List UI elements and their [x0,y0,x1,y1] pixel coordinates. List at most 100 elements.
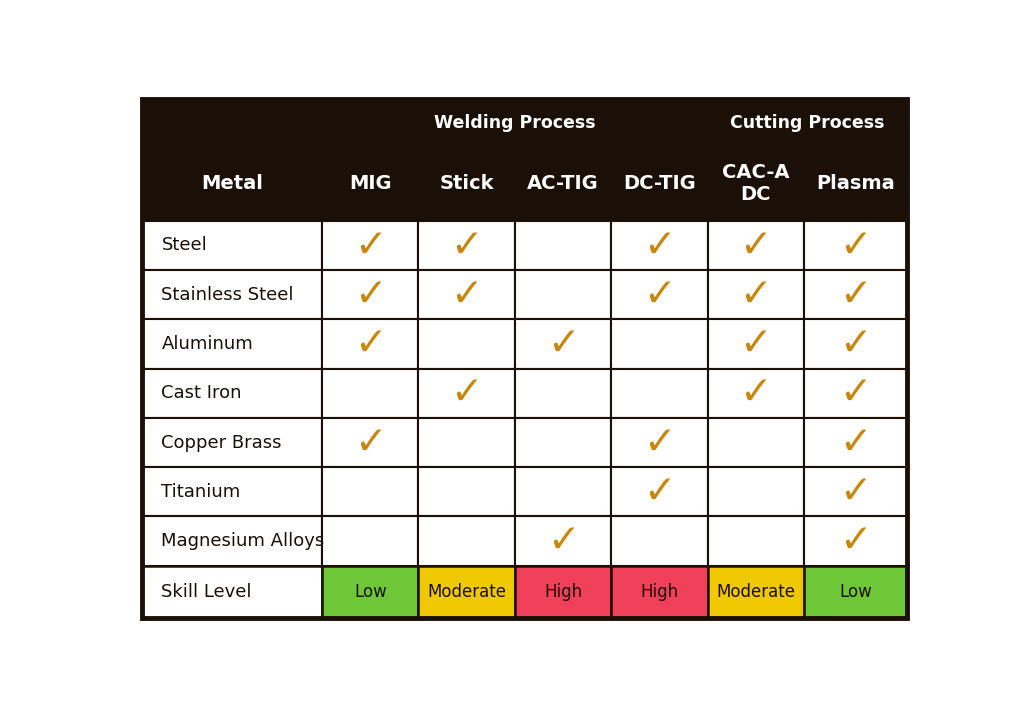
Bar [515,516,611,566]
Text: MIG: MIG [349,175,391,193]
Text: Cutting Process: Cutting Process [730,114,885,132]
Text: ✓: ✓ [354,275,387,314]
Bar [323,467,419,516]
Text: Aluminum: Aluminum [162,335,253,353]
Bar [611,270,708,320]
Bar [611,566,708,618]
Bar [142,147,323,221]
Text: Copper Brass: Copper Brass [162,434,282,452]
Bar [323,270,419,320]
Text: ✓: ✓ [840,473,872,510]
Bar [419,147,515,221]
Bar [804,320,907,368]
Text: ✓: ✓ [451,275,483,314]
Text: ✓: ✓ [451,226,483,264]
Text: CAC-A
DC: CAC-A DC [722,163,790,204]
Bar [419,516,515,566]
Text: Metal: Metal [202,175,263,193]
Bar [323,516,419,566]
Bar [419,221,515,270]
Bar [804,467,907,516]
Text: Titanium: Titanium [162,483,241,501]
Text: Low: Low [840,583,872,601]
Bar [323,418,419,467]
Bar [804,516,907,566]
Bar [804,147,907,221]
Text: ✓: ✓ [354,424,387,462]
Text: Skill Level: Skill Level [162,583,252,601]
Bar [142,270,323,320]
Bar [708,516,804,566]
Text: Steel: Steel [162,236,207,254]
Text: ✓: ✓ [643,424,676,462]
Text: ✓: ✓ [739,275,772,314]
Text: ✓: ✓ [451,374,483,413]
Text: ✓: ✓ [739,226,772,264]
Bar [323,566,419,618]
Bar [515,270,611,320]
Bar [419,270,515,320]
Bar [708,418,804,467]
Bar [142,467,323,516]
Bar [142,566,323,618]
Text: High: High [544,583,582,601]
Bar [611,368,708,418]
Bar [804,221,907,270]
Bar [419,418,515,467]
Bar [611,467,708,516]
Bar [804,566,907,618]
Text: DC-TIG: DC-TIG [623,175,696,193]
Bar [708,270,804,320]
Bar [142,221,323,270]
Bar [611,320,708,368]
Text: ✓: ✓ [739,374,772,413]
Bar [804,418,907,467]
Bar [708,368,804,418]
Bar [323,221,419,270]
Text: ✓: ✓ [547,522,580,560]
Text: Moderate: Moderate [717,583,796,601]
Bar [419,320,515,368]
Bar [142,99,323,147]
Bar [142,368,323,418]
Bar [804,368,907,418]
Text: ✓: ✓ [547,325,580,363]
Text: ✓: ✓ [354,226,387,264]
Bar [611,418,708,467]
Bar [515,418,611,467]
Bar [323,320,419,368]
Text: ✓: ✓ [840,374,872,413]
Bar [142,320,323,368]
Text: ✓: ✓ [354,325,387,363]
Text: ✓: ✓ [840,325,872,363]
Bar [515,320,611,368]
Bar [419,368,515,418]
Bar [515,147,611,221]
Bar [708,221,804,270]
Text: ✓: ✓ [643,275,676,314]
Text: ✓: ✓ [643,226,676,264]
Text: ✓: ✓ [840,226,872,264]
Text: Stick: Stick [439,175,494,193]
Text: Magnesium Alloys: Magnesium Alloys [162,532,325,550]
Text: ✓: ✓ [840,275,872,314]
Bar [708,566,804,618]
Text: Welding Process: Welding Process [434,114,596,132]
Bar [515,221,611,270]
Bar [323,99,708,147]
Bar [708,147,804,221]
Bar [515,566,611,618]
Bar [611,221,708,270]
Text: High: High [640,583,679,601]
Text: ✓: ✓ [643,473,676,510]
Text: ✓: ✓ [840,424,872,462]
Bar [708,467,804,516]
Bar [323,147,419,221]
Text: Low: Low [354,583,387,601]
Text: ✓: ✓ [739,325,772,363]
Bar [515,467,611,516]
Text: ✓: ✓ [603,305,836,576]
Bar [611,516,708,566]
Text: Moderate: Moderate [427,583,506,601]
Bar [419,566,515,618]
